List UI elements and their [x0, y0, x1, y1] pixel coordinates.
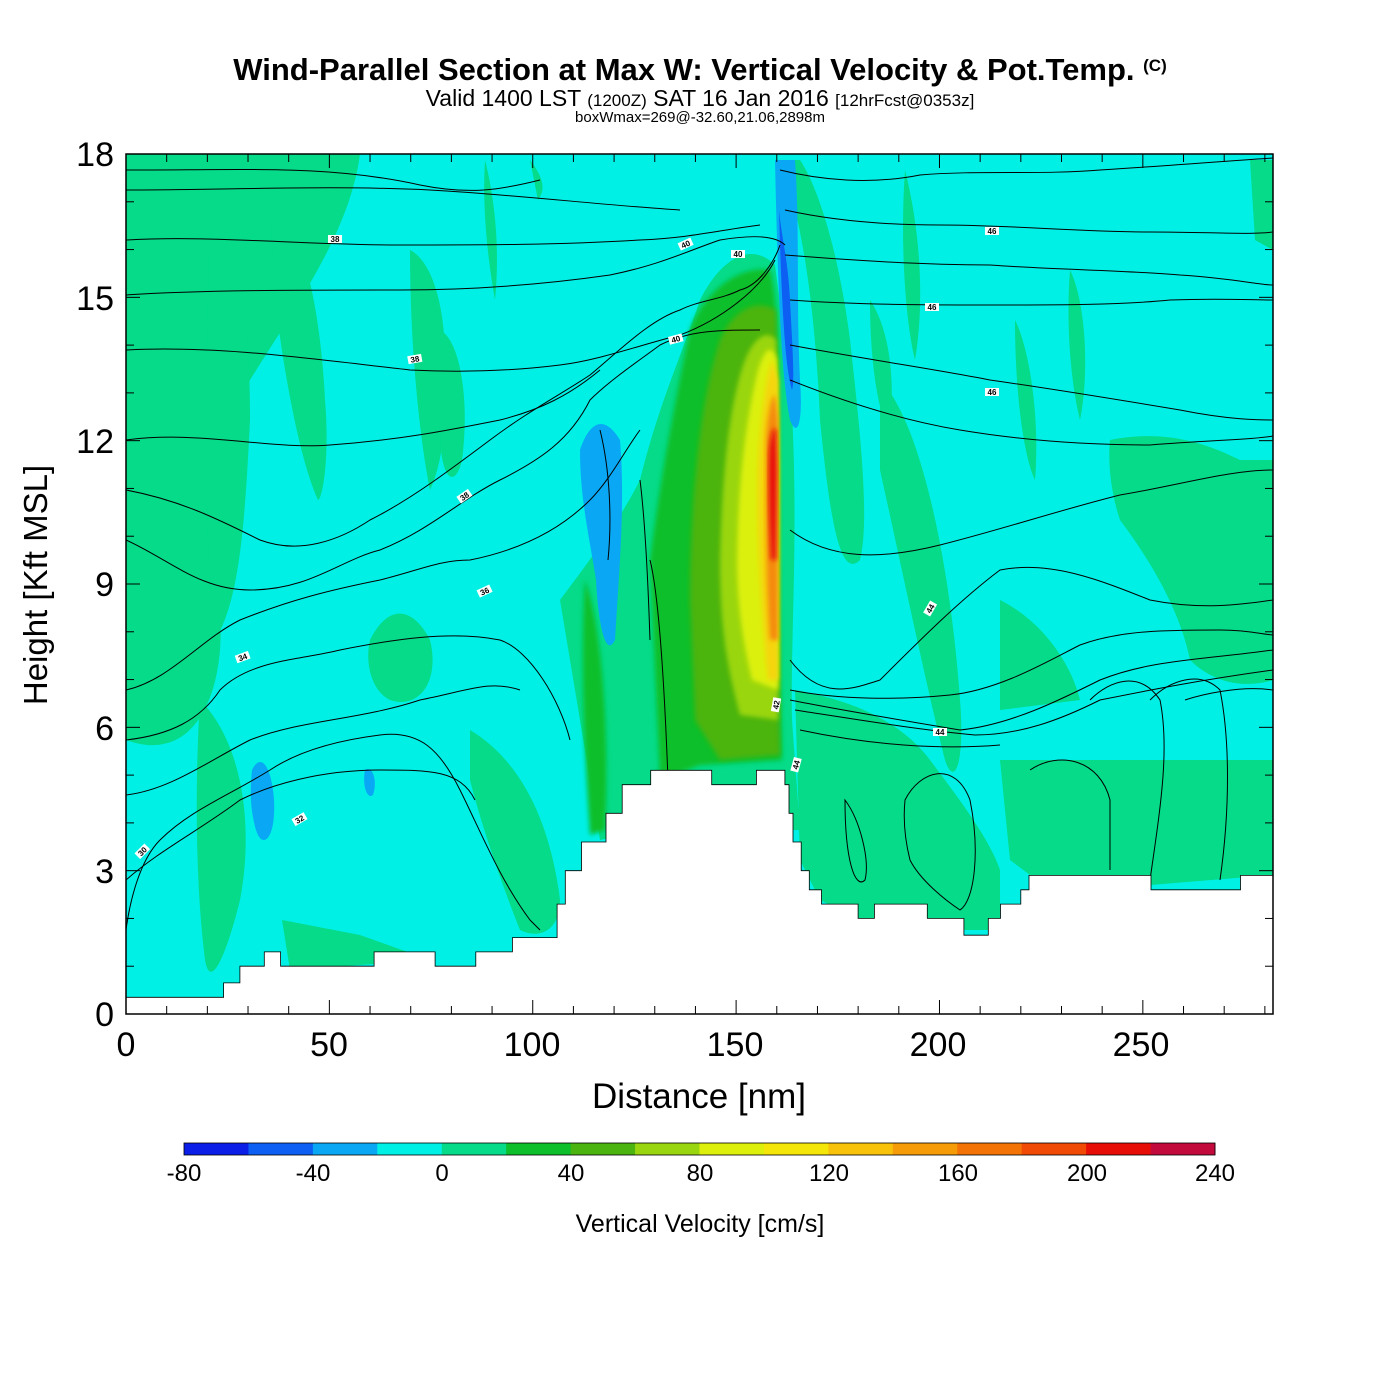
colorbar-swatch: [248, 1143, 314, 1155]
colorbar-swatch: [699, 1143, 765, 1155]
colorbar: [183, 1142, 1216, 1156]
x-tick-label: 0: [117, 1026, 136, 1064]
colorbar-swatch: [441, 1143, 507, 1155]
colorbar-tick-label: 240: [1195, 1160, 1235, 1187]
y-tick-label: 12: [76, 423, 114, 461]
x-tick-label: 100: [504, 1026, 561, 1064]
x-axis-tick-labels: 0 50 100 150 200 250: [117, 1026, 1170, 1064]
chart-subtitle: Valid 1400 LST (1200Z) SAT 16 Jan 2016 […: [425, 85, 975, 111]
colorbar-tick-label: 120: [809, 1160, 849, 1187]
terrain-mask: [125, 769, 1274, 1015]
contour-label-16: 46: [928, 303, 937, 312]
y-axis-tick-labels: 0 3 6 9 12 15 18: [76, 136, 114, 1034]
contour-label-10: 40: [734, 250, 743, 259]
contour-label-17: 46: [988, 227, 997, 236]
colorbar-swatch: [1086, 1143, 1152, 1155]
colorbar-tick-label: 200: [1067, 1160, 1107, 1187]
colorbar-swatch: [892, 1143, 958, 1155]
x-axis-label: Distance [nm]: [592, 1077, 806, 1116]
colorbar-frame: [183, 1142, 1216, 1156]
colorbar-swatch: [570, 1143, 636, 1155]
y-tick-label: 0: [95, 996, 114, 1034]
y-tick-label: 18: [76, 136, 114, 174]
contour-label-15: 46: [988, 388, 997, 397]
y-tick-label: 9: [95, 566, 114, 604]
x-tick-label: 250: [1113, 1026, 1170, 1064]
pot-temp-contours: [126, 157, 1273, 931]
colorbar-swatch: [828, 1143, 894, 1155]
colorbar-tick-label: 80: [687, 1160, 714, 1187]
axis-ticks: [125, 153, 1273, 1015]
x-tick-label: 150: [707, 1026, 764, 1064]
colorbar-swatch: [184, 1143, 249, 1155]
y-tick-label: 6: [95, 710, 114, 748]
x-tick-label: 50: [310, 1026, 348, 1064]
colorbar-label: Vertical Velocity [cm/s]: [576, 1210, 825, 1238]
colorbar-swatch: [312, 1143, 378, 1155]
chart-title: Wind-Parallel Section at Max W: Vertical…: [233, 52, 1167, 87]
contour-label-9: 40: [680, 238, 692, 250]
colorbar-swatch: [635, 1143, 700, 1155]
contour-label-3: 34: [237, 652, 249, 664]
colorbar-swatch: [1150, 1143, 1216, 1155]
contour-label-11: 42: [771, 699, 782, 710]
y-tick-label: 3: [95, 853, 114, 891]
y-axis-label: Height [Kft MSL]: [17, 465, 54, 705]
contour-labels: 30 32 34 36 38 38 38 40 40 40 42 44 44 4…: [134, 227, 999, 860]
contour-label-7: 38: [331, 235, 340, 244]
contour-label-4: 36: [479, 585, 491, 597]
colorbar-swatch: [763, 1143, 829, 1155]
y-tick-label: 15: [76, 280, 114, 318]
x-tick-label: 200: [910, 1026, 967, 1064]
updraft-max-core-region: [768, 428, 777, 560]
colorbar-tick-label: 40: [558, 1160, 585, 1187]
contour-label-6: 38: [410, 354, 421, 365]
chart-subtitle-box-wmax: boxWmax=269@-32.60,21.06,2898m: [575, 109, 825, 126]
colorbar-tick-label: 0: [435, 1160, 448, 1187]
colorbar-tick-label: -40: [296, 1160, 331, 1187]
downdraft-regions: [250, 160, 801, 840]
colorbar-tick-label: 160: [938, 1160, 978, 1187]
colorbar-tick-labels: -80 -40 0 40 80 120 160 200 240: [167, 1160, 1235, 1187]
contour-label-8: 40: [670, 334, 681, 345]
colorbar-swatch: [506, 1143, 572, 1155]
contour-label-13: 44: [936, 728, 945, 737]
colorbar-tick-label: -80: [167, 1160, 202, 1187]
colorbar-swatch: [1021, 1143, 1087, 1155]
colorbar-swatch: [377, 1143, 443, 1155]
colorbar-swatch: [957, 1143, 1023, 1155]
contour-label-12: 44: [791, 759, 802, 770]
